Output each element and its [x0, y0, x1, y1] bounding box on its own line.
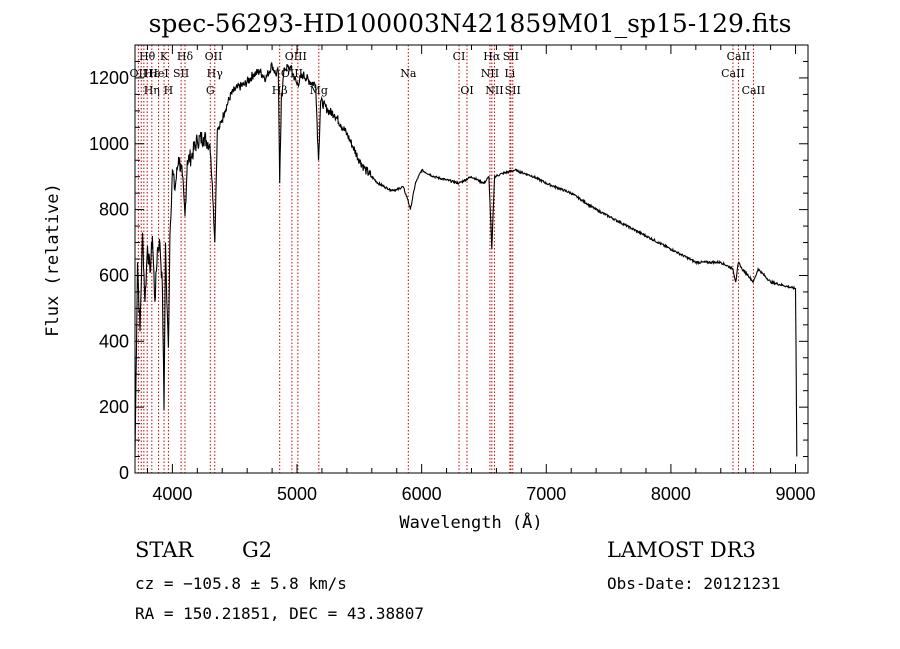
spectral-line-label: Hβ: [272, 84, 288, 97]
spectral-line-label: NII: [481, 67, 499, 80]
flux-series-line: [134, 62, 798, 457]
redshift-readout: cz = −105.8 ± 5.8 km/s: [135, 574, 347, 593]
x-tick-label: 8000: [651, 484, 691, 504]
spectral-line-label: Li: [504, 67, 515, 80]
x-axis-label: Wavelength (Å): [399, 511, 542, 533]
survey-release: LAMOST DR3: [607, 538, 756, 562]
spectral-line-label: HeI: [148, 67, 168, 80]
plot-frame: [134, 44, 809, 474]
spectral-line-label: CI: [453, 50, 466, 63]
x-tick-label: 5000: [277, 484, 317, 504]
x-tick-label: 9000: [776, 484, 816, 504]
spectral-line-label: SII: [173, 67, 189, 80]
y-tick-label: 800: [99, 200, 129, 220]
y-tick-label: 1200: [89, 68, 129, 88]
spectral-line-label: Hθ: [139, 50, 156, 63]
spectral-subclass: G2: [242, 538, 273, 562]
y-tick-label: 600: [99, 265, 129, 285]
x-tick-label: 6000: [402, 484, 442, 504]
y-tick-label: 0: [119, 463, 129, 483]
spectral-line-markers: [137, 45, 754, 473]
spectral-line-label: Hα: [483, 50, 501, 63]
spectral-line-label: G: [206, 84, 215, 97]
spectral-line-label: OI: [460, 84, 473, 97]
coordinates-readout: RA = 150.21851, DEC = 43.38807: [135, 604, 424, 623]
object-type: STAR: [135, 538, 194, 562]
x-tick-label: 4000: [152, 484, 192, 504]
y-axis-label: Flux (relative): [43, 183, 63, 337]
x-axis-ticks: 4000 5000 6000 7000 8000 9000: [146, 45, 816, 504]
y-tick-label: 400: [99, 331, 129, 351]
spectral-line-label: OII: [205, 50, 223, 63]
spectral-line-label: H: [164, 84, 174, 97]
spectral-line-label: NII: [485, 84, 503, 97]
spectral-line-label: CaII: [721, 67, 745, 80]
x-tick-label: 7000: [526, 484, 566, 504]
y-tick-label: 200: [99, 397, 129, 417]
spectral-line-label: CaII: [727, 50, 751, 63]
spectral-line-label: SII: [505, 84, 521, 97]
spectral-line-label: Hε: [144, 67, 160, 80]
spectral-line-label: OII: [130, 67, 148, 80]
spectral-line-label: Hγ: [207, 67, 224, 80]
y-axis-ticks: 0 200 400 600 800 1000 1200: [89, 44, 808, 483]
spectral-line-label: SII: [503, 50, 519, 63]
spectral-line-label: CaII: [742, 84, 766, 97]
observation-date: Obs-Date: 20121231: [607, 574, 781, 593]
spectral-line-label: Hη: [144, 84, 160, 97]
spectral-line-label: Na: [400, 67, 417, 80]
spectral-line-label: Hδ: [177, 50, 194, 63]
spectral-line-label: Mg: [310, 84, 328, 97]
chart-title: spec-56293-HD100003N421859M01_sp15-129.f…: [149, 9, 792, 38]
spectral-line-label: K: [160, 50, 169, 63]
spectral-line-label: OIII: [285, 50, 307, 63]
y-tick-label: 1000: [89, 134, 129, 154]
